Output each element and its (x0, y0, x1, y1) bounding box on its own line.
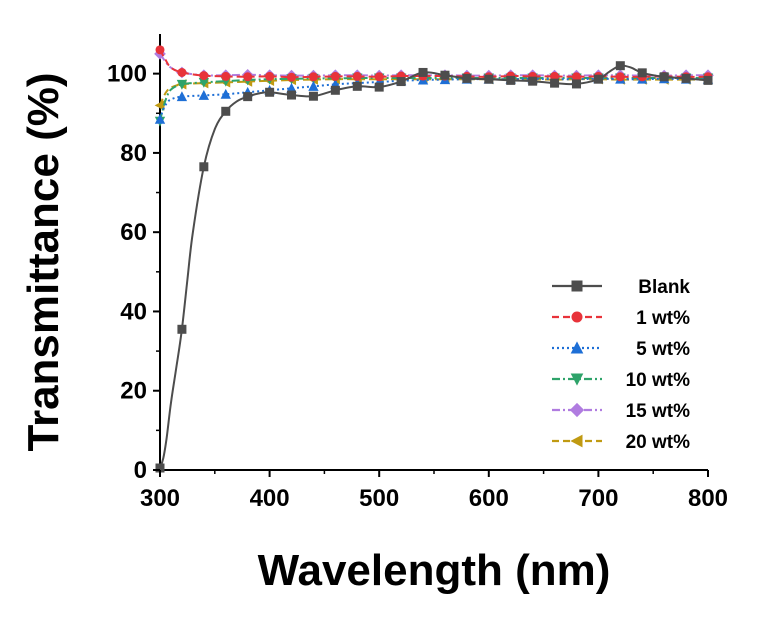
data-point-1-wt (265, 71, 275, 81)
x-tick-label: 500 (359, 485, 399, 512)
series-line-20-wt (159, 78, 708, 106)
y-axis-title: Transmittance (%) (19, 73, 68, 452)
y-tick-label: 100 (107, 61, 147, 88)
data-point-1-wt (287, 72, 297, 82)
data-point-5-wt (154, 113, 166, 124)
data-point-blank (528, 76, 538, 86)
legend-marker (571, 311, 583, 323)
axis-ticks: 300 400 500 600 700 800 0 20 40 60 80 100 (107, 61, 728, 512)
data-point-10-wt (198, 77, 210, 88)
x-tick-label: 300 (140, 485, 180, 512)
legend-label: 1 wt% (636, 308, 690, 329)
series-line-15-wt (159, 53, 708, 77)
data-point-blank (615, 61, 625, 71)
legend-marker (570, 434, 583, 448)
data-point-5-wt (308, 80, 319, 91)
y-tick-label: 0 (134, 457, 147, 484)
x-tick-label: 800 (688, 485, 728, 512)
y-tick-label: 20 (120, 378, 147, 405)
data-point-blank (462, 73, 472, 83)
data-point-1-wt (221, 71, 231, 81)
data-point-blank (659, 72, 669, 82)
data-point-blank (418, 67, 428, 77)
series-layer (154, 45, 714, 473)
data-point-blank (199, 162, 209, 172)
data-point-1-wt (199, 71, 209, 81)
series-line-1-wt (159, 49, 709, 79)
data-point-blank (550, 78, 560, 88)
legend: Blank 1 wt% 5 wt% 10 wt% 15 wt% 20 wt% (552, 277, 690, 453)
data-point-10-wt (176, 79, 188, 90)
data-point-blank (374, 82, 384, 92)
data-point-1-wt (615, 72, 625, 82)
data-point-blank (440, 70, 450, 80)
legend-marker (571, 280, 583, 292)
data-point-5-wt (220, 88, 231, 99)
y-tick-label: 40 (120, 298, 147, 325)
data-point-blank (177, 324, 187, 334)
data-point-blank (352, 81, 362, 91)
data-point-blank (681, 73, 691, 83)
data-point-blank (593, 74, 603, 84)
series-line-10-wt (159, 76, 708, 122)
x-tick-label: 700 (578, 485, 618, 512)
legend-item-1-wt: 1 wt% (552, 308, 690, 329)
legend-label: 20 wt% (626, 432, 691, 453)
legend-marker (570, 341, 584, 354)
data-point-20-wt (154, 100, 165, 111)
data-point-blank (396, 77, 406, 87)
data-point-blank (243, 92, 253, 102)
data-point-1-wt (177, 67, 187, 77)
data-point-blank (484, 74, 494, 84)
data-point-blank (287, 90, 297, 100)
x-axis-title: Wavelength (nm) (258, 546, 611, 595)
legend-marker (570, 373, 584, 386)
data-point-blank (155, 463, 165, 473)
data-point-5-wt (176, 91, 188, 102)
legend-marker (569, 402, 585, 418)
x-tick-label: 600 (469, 485, 509, 512)
data-point-blank (637, 68, 647, 78)
data-point-blank (265, 87, 275, 97)
data-point-1-wt (243, 72, 253, 82)
legend-item-5-wt: 5 wt% (552, 339, 690, 360)
x-tick-label: 400 (250, 485, 290, 512)
series-1-wt (155, 45, 713, 82)
legend-item-15-wt: 15 wt% (552, 401, 690, 422)
data-point-blank (221, 106, 231, 116)
legend-label: 10 wt% (626, 370, 691, 391)
legend-item-20-wt: 20 wt% (552, 432, 690, 453)
data-point-blank (330, 85, 340, 95)
data-point-1-wt (571, 72, 581, 82)
y-tick-label: 60 (120, 219, 147, 246)
data-point-1-wt (330, 71, 340, 81)
data-point-blank (506, 75, 516, 85)
data-point-1-wt (308, 72, 318, 82)
data-point-1-wt (155, 45, 165, 55)
data-point-blank (703, 75, 713, 85)
data-point-5-wt (198, 90, 210, 100)
y-tick-label: 80 (120, 140, 147, 167)
legend-label: Blank (638, 277, 690, 298)
legend-label: 15 wt% (626, 401, 691, 422)
data-point-blank (308, 91, 318, 101)
series-blank (155, 61, 713, 473)
data-point-5-wt (286, 82, 297, 93)
legend-item-10-wt: 10 wt% (552, 370, 690, 391)
legend-item-blank: Blank (552, 277, 690, 298)
data-point-1-wt (352, 71, 362, 81)
legend-label: 5 wt% (636, 339, 690, 360)
data-point-blank (571, 79, 581, 89)
data-point-1-wt (374, 72, 384, 82)
